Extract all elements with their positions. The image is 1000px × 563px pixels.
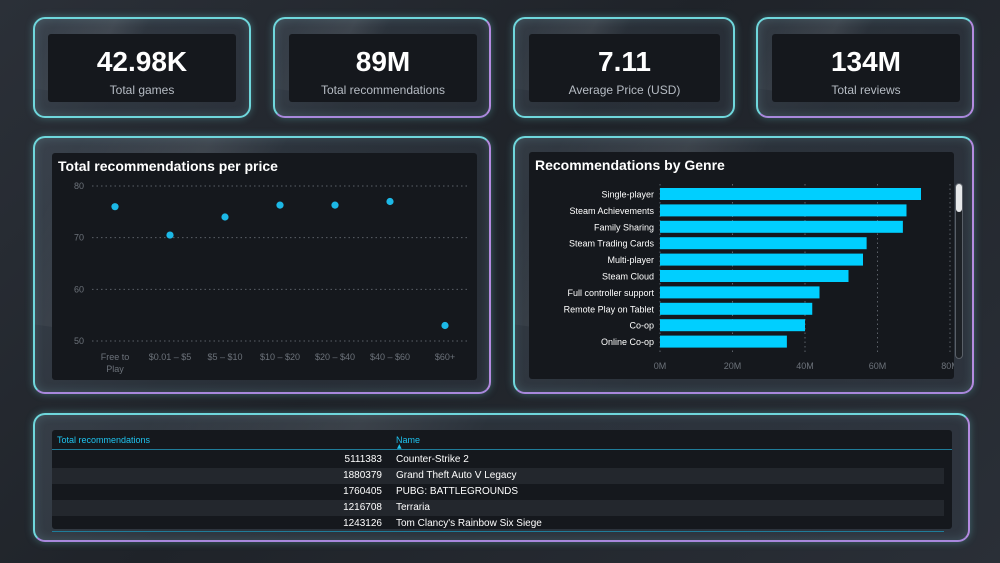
cell-recommendations: 1760405: [343, 486, 382, 497]
kpi-panel: 42.98K Total games: [48, 34, 236, 102]
category-label: Family Sharing: [594, 222, 654, 232]
category-label: Co-op: [629, 321, 654, 331]
table-card: Total recommendations Name ▲ 5111383 Cou…: [33, 413, 970, 542]
kpi-card-total-games: 42.98K Total games: [33, 17, 251, 118]
category-label: Multi-player: [607, 255, 654, 265]
kpi-label: Total reviews: [831, 83, 901, 97]
category-label: Remote Play on Tablet: [564, 304, 655, 314]
x-tick-label: 60M: [869, 361, 887, 371]
scatter-point: [111, 203, 119, 211]
kpi-label: Total recommendations: [320, 83, 446, 97]
y-tick-label: 60: [74, 284, 84, 294]
y-tick-label: 80: [74, 181, 84, 191]
cell-recommendations: 5111383: [344, 454, 382, 465]
category-label: Online Co-op: [601, 337, 654, 347]
x-tick-label: $0.01 – $5: [149, 352, 192, 362]
kpi-card-total-reviews: 134M Total reviews: [756, 17, 974, 118]
bar: [660, 286, 820, 299]
scatter-point: [331, 201, 339, 209]
y-tick-label: 70: [74, 233, 84, 243]
bar: [660, 188, 921, 200]
kpi-card-total-recommendations: 89M Total recommendations: [273, 17, 491, 118]
kpi-panel: 89M Total recommendations: [289, 34, 477, 102]
kpi-label: Average Price (USD): [568, 83, 681, 97]
x-tick-label: $20 – $40: [315, 352, 355, 362]
kpi-value: 134M: [830, 46, 902, 77]
bar-chart-title: Recommendations by Genre: [535, 157, 725, 173]
scrollbar-thumb[interactable]: [956, 184, 962, 212]
x-tick-label: Free to: [101, 352, 130, 362]
scatter-chart: 80 70 60 50 Free to Play $0.01 – $5 $5 – $10 $10…: [74, 181, 467, 374]
table-row[interactable]: 5111383 Counter-Strike 2: [52, 452, 944, 468]
bar: [660, 220, 903, 233]
cell-recommendations: 1243126: [343, 518, 382, 529]
y-tick-label: 50: [74, 336, 84, 346]
bar: [660, 302, 813, 315]
cell-name: Counter-Strike 2: [396, 454, 469, 465]
bar: [660, 204, 907, 217]
bar: [660, 319, 805, 332]
scatter-chart-card: Total recommendations per price 80 70 60 50…: [33, 136, 491, 394]
kpi-card-average-price: 7.11 Average Price (USD): [513, 17, 735, 118]
x-tick-label: $10 – $20: [260, 352, 300, 362]
bar: [660, 237, 867, 250]
scatter-chart-panel[interactable]: Total recommendations per price 80 70 60 50…: [52, 153, 477, 380]
x-tick-label: 0M: [654, 361, 667, 371]
bar: [660, 253, 863, 266]
x-tick-label: 40M: [796, 361, 814, 371]
category-label: Full controller support: [567, 288, 654, 298]
table-panel: Total recommendations Name ▲ 5111383 Cou…: [52, 430, 952, 532]
kpi-panel: 134M Total reviews: [772, 34, 960, 102]
bar-chart-panel[interactable]: Recommendations by Genre 0M 20M 40M 60M 80M S…: [529, 152, 963, 379]
sort-ascending-icon[interactable]: ▲: [397, 443, 402, 450]
x-tick-label: $5 – $10: [207, 352, 242, 362]
x-tick-label: 20M: [724, 361, 742, 371]
bar: [660, 270, 849, 282]
category-label: Steam Cloud: [602, 272, 654, 282]
kpi-label: Total games: [109, 83, 175, 97]
category-label: Steam Trading Cards: [569, 239, 655, 249]
cell-recommendations: 1216708: [343, 502, 382, 513]
x-tick-label: 80M: [941, 361, 954, 371]
vertical-scrollbar[interactable]: [955, 183, 963, 359]
cell-recommendations: 1880379: [343, 470, 382, 481]
category-label: Steam Achievements: [569, 206, 654, 216]
kpi-panel: 7.11 Average Price (USD): [529, 34, 720, 102]
kpi-value: 7.11: [598, 46, 651, 77]
x-tick-label: $40 – $60: [370, 352, 410, 362]
scatter-point: [221, 213, 229, 221]
bar: [660, 335, 787, 348]
scatter-point: [441, 321, 449, 330]
bar-chart-card: Recommendations by Genre 0M 20M 40M 60M 80M S…: [513, 136, 974, 394]
table-row[interactable]: 1760405 PUBG: BATTLEGROUNDS: [52, 484, 944, 500]
scatter-point: [386, 197, 394, 206]
x-tick-label: $60+: [435, 352, 455, 362]
kpi-value: 42.98K: [96, 46, 188, 77]
cell-name: Tom Clancy's Rainbow Six Siege: [396, 518, 542, 529]
category-label: Single-player: [601, 190, 654, 200]
table-row[interactable]: 1880379 Grand Theft Auto V Legacy: [52, 468, 944, 484]
scatter-chart-title: Total recommendations per price: [58, 158, 278, 174]
header-name[interactable]: Name: [396, 435, 421, 445]
table-header: Total recommendations Name ▲: [52, 430, 952, 450]
kpi-value: 89M: [355, 46, 411, 77]
table-row[interactable]: 1243126 Tom Clancy's Rainbow Six Siege: [52, 516, 944, 532]
scatter-point: [166, 231, 174, 239]
scatter-point: [276, 201, 284, 209]
cell-name: Terraria: [396, 502, 430, 513]
table-row[interactable]: 1216708 Terraria: [52, 500, 944, 516]
cell-name: PUBG: BATTLEGROUNDS: [396, 486, 519, 497]
x-tick-label: Play: [106, 364, 124, 374]
bar-chart: 0M 20M 40M 60M 80M Single-player Steam Achieve…: [564, 184, 954, 371]
cell-name: Grand Theft Auto V Legacy: [396, 470, 517, 481]
header-total-recommendations[interactable]: Total recommendations: [57, 435, 151, 445]
